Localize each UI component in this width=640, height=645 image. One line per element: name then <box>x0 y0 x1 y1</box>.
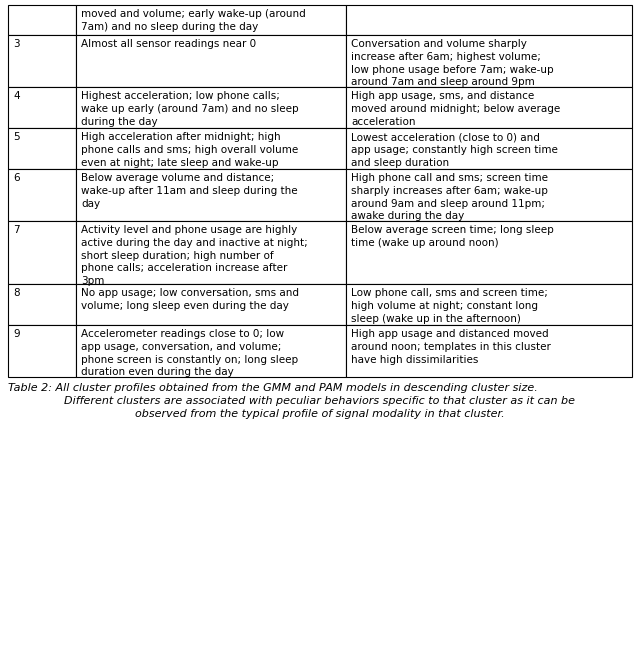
Bar <box>76 5 346 35</box>
Text: Low phone call, sms and screen time;
high volume at night; constant long
sleep (: Low phone call, sms and screen time; hig… <box>351 288 548 324</box>
Text: 7: 7 <box>13 225 20 235</box>
Bar <box>346 325 632 377</box>
Text: 6: 6 <box>13 173 20 183</box>
Bar <box>346 284 632 325</box>
Text: No app usage; low conversation, sms and
volume; long sleep even during the day: No app usage; low conversation, sms and … <box>81 288 299 311</box>
Text: High phone call and sms; screen time
sharply increases after 6am; wake-up
around: High phone call and sms; screen time sha… <box>351 173 548 221</box>
Text: High acceleration after midnight; high
phone calls and sms; high overall volume
: High acceleration after midnight; high p… <box>81 132 298 168</box>
Bar <box>8 5 76 35</box>
Text: Almost all sensor readings near 0: Almost all sensor readings near 0 <box>81 39 256 49</box>
Text: 4: 4 <box>13 91 20 101</box>
Text: Activity level and phone usage are highly
active during the day and inactive at : Activity level and phone usage are highl… <box>81 225 308 286</box>
Bar <box>76 221 346 284</box>
Text: Below average volume and distance;
wake-up after 11am and sleep during the
day: Below average volume and distance; wake-… <box>81 173 298 208</box>
Bar <box>76 87 346 128</box>
Text: Accelerometer readings close to 0; low
app usage, conversation, and volume;
phon: Accelerometer readings close to 0; low a… <box>81 329 298 377</box>
Text: Conversation and volume sharply
increase after 6am; highest volume;
low phone us: Conversation and volume sharply increase… <box>351 39 554 88</box>
Text: Lowest acceleration (close to 0) and
app usage; constantly high screen time
and : Lowest acceleration (close to 0) and app… <box>351 132 558 168</box>
Text: High app usage and distanced moved
around noon; templates in this cluster
have h: High app usage and distanced moved aroun… <box>351 329 551 364</box>
Bar <box>8 128 76 169</box>
Text: 8: 8 <box>13 288 20 298</box>
Text: 9: 9 <box>13 329 20 339</box>
Bar <box>346 5 632 35</box>
Bar <box>76 284 346 325</box>
Text: Different clusters are associated with peculiar behaviors specific to that clust: Different clusters are associated with p… <box>65 396 575 406</box>
Bar <box>8 221 76 284</box>
Text: Table 2: All cluster profiles obtained from the GMM and PAM models in descending: Table 2: All cluster profiles obtained f… <box>8 383 538 393</box>
Bar <box>8 35 76 87</box>
Text: High app usage, sms, and distance
moved around midnight; below average
accelerat: High app usage, sms, and distance moved … <box>351 91 560 126</box>
Bar <box>76 169 346 221</box>
Text: 5: 5 <box>13 132 20 142</box>
Bar <box>8 284 76 325</box>
Bar <box>346 35 632 87</box>
Bar <box>346 128 632 169</box>
Bar <box>346 169 632 221</box>
Bar <box>8 325 76 377</box>
Text: Below average screen time; long sleep
time (wake up around noon): Below average screen time; long sleep ti… <box>351 225 554 248</box>
Bar <box>8 169 76 221</box>
Text: moved and volume; early wake-up (around
7am) and no sleep during the day: moved and volume; early wake-up (around … <box>81 9 306 32</box>
Bar <box>76 35 346 87</box>
Text: 3: 3 <box>13 39 20 49</box>
Bar <box>346 221 632 284</box>
Text: observed from the typical profile of signal modality in that cluster.: observed from the typical profile of sig… <box>135 409 505 419</box>
Bar <box>8 87 76 128</box>
Bar <box>76 325 346 377</box>
Text: Highest acceleration; low phone calls;
wake up early (around 7am) and no sleep
d: Highest acceleration; low phone calls; w… <box>81 91 299 126</box>
Bar <box>76 128 346 169</box>
Bar <box>346 87 632 128</box>
